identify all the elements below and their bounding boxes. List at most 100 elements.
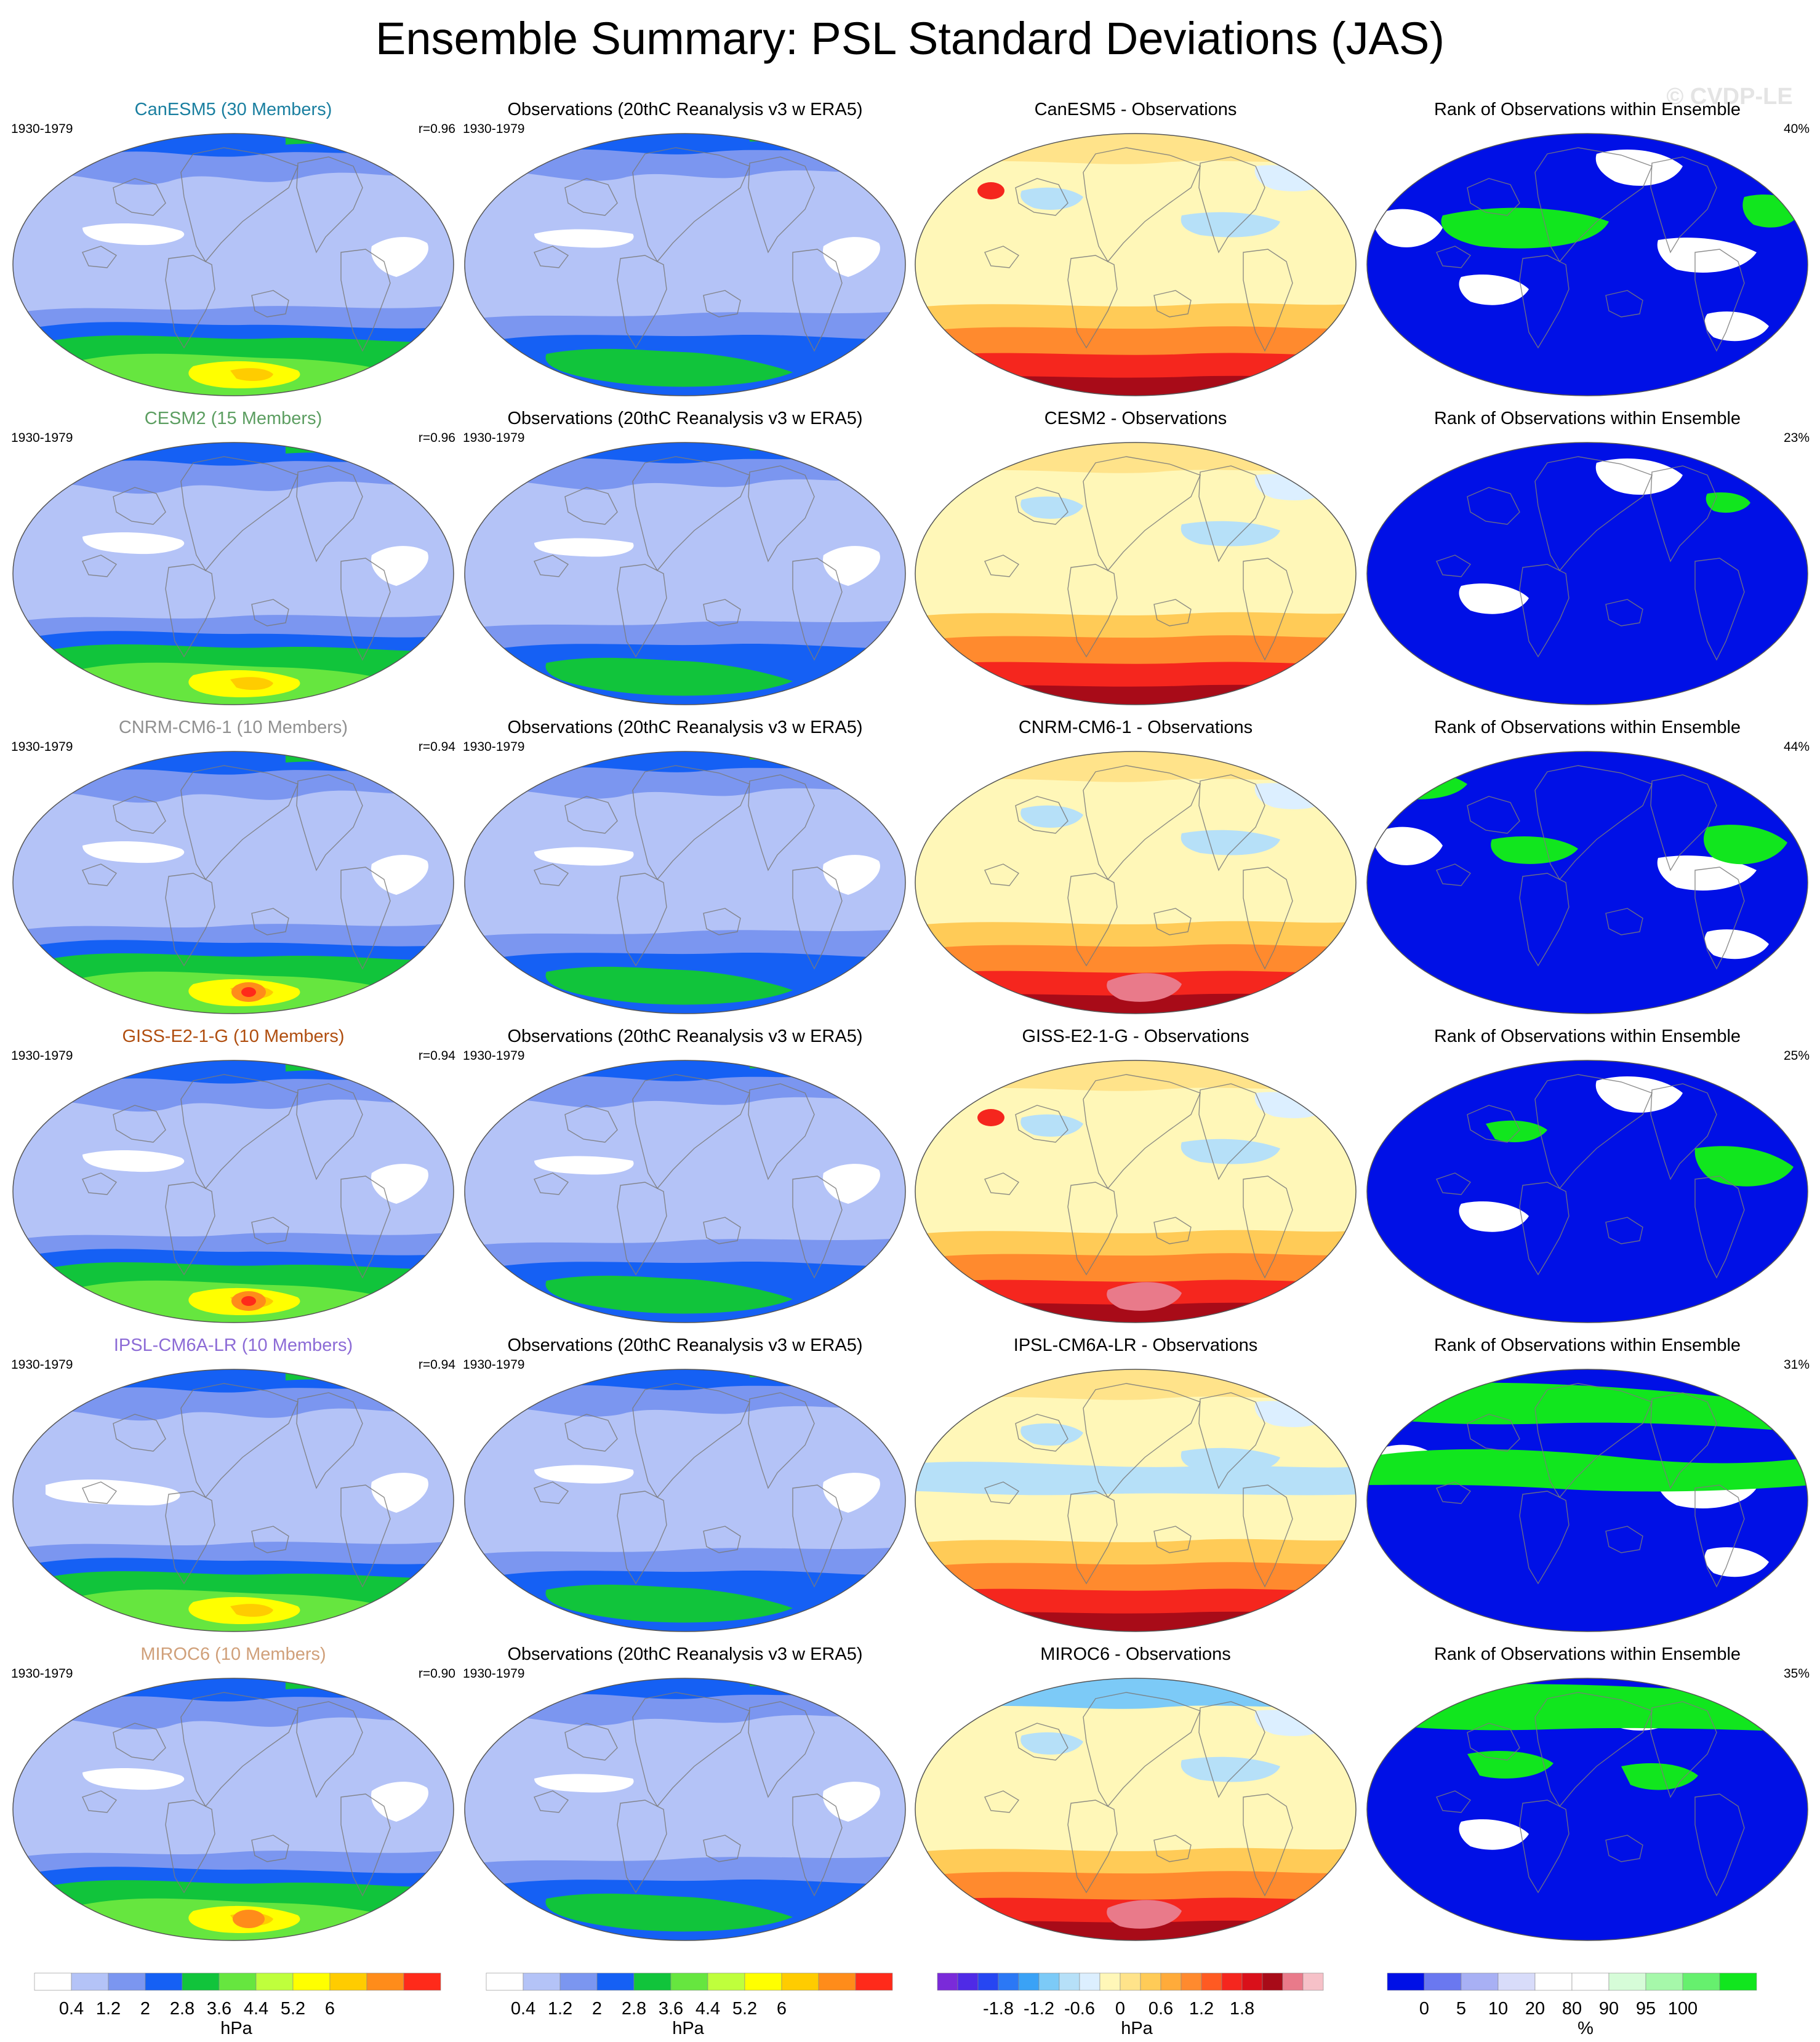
obs-panel: Observations (20thC Reanalysis v3 w ERA5… (460, 407, 910, 715)
colorbar-swatch (292, 1972, 331, 1991)
obs-period: 1930-1979 (463, 1049, 525, 1063)
model-std-map (12, 1678, 454, 1941)
colorbar-swatch (1282, 1972, 1304, 1991)
model-std-map (12, 1060, 454, 1323)
colorbar-swatch (1079, 1972, 1100, 1991)
rank-map (1366, 442, 1808, 705)
colorbar-tick-label: 3.6 (206, 1999, 232, 2019)
std-colorbar-swatches (34, 1972, 441, 1991)
colorbar-swatch (1160, 1972, 1182, 1991)
model-panel: MIROC6 (10 Members) 1930-1979 r=0.90 (9, 1643, 458, 1951)
std-colorbar: 0.4 1.2 2 2.8 3.6 4.4 5.2 6 hPa (30, 1968, 460, 2042)
rank-title: Rank of Observations within Ensemble (1433, 1335, 1741, 1355)
diff-panel: CESM2 - Observations (911, 407, 1360, 715)
obs-panel: Observations (20thC Reanalysis v3 w ERA5… (460, 1334, 910, 1642)
rank-panel: Rank of Observations within Ensemble 35% (1363, 1643, 1812, 1951)
colorbar-swatch (977, 1972, 999, 1991)
colorbar-swatch (855, 1972, 893, 1991)
obs-panel: Observations (20thC Reanalysis v3 w ERA5… (460, 716, 910, 1024)
colorbar-tick-label: 1.8 (1229, 1999, 1255, 2019)
model-title: CESM2 (15 Members) (144, 409, 323, 428)
colorbar-swatch (329, 1972, 367, 1991)
colorbar-swatch (1262, 1972, 1283, 1991)
diff-title: CESM2 - Observations (1044, 409, 1227, 428)
colorbar-swatch (182, 1972, 220, 1991)
model-period: 1930-1979 (11, 431, 73, 445)
rank-map (1366, 1369, 1808, 1632)
rank-panel: Rank of Observations within Ensemble 23% (1363, 407, 1812, 715)
colorbar-swatch (818, 1972, 856, 1991)
diff-title: CanESM5 - Observations (1034, 100, 1237, 119)
rank-panel: Rank of Observations within Ensemble 40% (1363, 98, 1812, 406)
colorbar-swatch (1241, 1972, 1263, 1991)
model-title: GISS-E2-1-G (10 Members) (122, 1027, 345, 1046)
colorbar-swatch (71, 1972, 109, 1991)
rank-percent: 40% (1783, 122, 1810, 136)
obs-std-map (464, 442, 906, 705)
obs-period: 1930-1979 (463, 431, 525, 445)
colorbar-swatch (1461, 1972, 1499, 1991)
obs-std-map (464, 1678, 906, 1941)
diff-colorbar-swatches (937, 1972, 1324, 1991)
difference-map (915, 751, 1357, 1014)
colorbar-swatch (596, 1972, 635, 1991)
colorbar-swatch (145, 1972, 183, 1991)
colorbar-swatch (1302, 1972, 1324, 1991)
rank-title: Rank of Observations within Ensemble (1433, 409, 1741, 428)
colorbar-swatch (670, 1972, 708, 1991)
colorbar-tick-label: -1.8 (983, 1999, 1014, 2019)
rank-title: Rank of Observations within Ensemble (1433, 100, 1741, 119)
model-panel: CNRM-CM6-1 (10 Members) 1930-1979 r=0.94 (9, 716, 458, 1024)
obs-period: 1930-1979 (463, 122, 525, 136)
colorbar-swatch (1645, 1972, 1683, 1991)
obs-title: Observations (20thC Reanalysis v3 w ERA5… (507, 1335, 863, 1355)
colorbar-tick-label: 80 (1561, 1999, 1582, 2019)
obs-panel: Observations (20thC Reanalysis v3 w ERA5… (460, 98, 910, 406)
page-title: Ensemble Summary: PSL Standard Deviation… (375, 13, 1445, 64)
colorbar-swatch (218, 1972, 257, 1991)
colorbar-swatch (108, 1972, 146, 1991)
colorbar-tick-label: 0.4 (510, 1999, 536, 2019)
colorbar-tick-label: 0 (1115, 1999, 1126, 2019)
model-pattern-correlation: r=0.90 (418, 1667, 455, 1681)
rank-colorbar: 0 5 10 20 80 90 95 100 % (1382, 1968, 1813, 2042)
model-title: CNRM-CM6-1 (10 Members) (118, 718, 348, 737)
rank-title: Rank of Observations within Ensemble (1433, 1644, 1741, 1664)
diff-title: IPSL-CM6A-LR - Observations (1013, 1335, 1258, 1355)
obs-std-map (464, 133, 906, 396)
difference-map (915, 1678, 1357, 1941)
rank-panel: Rank of Observations within Ensemble 31% (1363, 1334, 1812, 1642)
colorbar-swatch (1682, 1972, 1720, 1991)
model-panel: CanESM5 (30 Members) 1930-1979 r=0.96 (9, 98, 458, 406)
model-pattern-correlation: r=0.94 (418, 1358, 455, 1372)
colorbar-tick-label: 1.2 (95, 1999, 121, 2019)
colorbar-tick-label: 0.6 (1148, 1999, 1174, 2019)
model-pattern-correlation: r=0.96 (418, 122, 455, 136)
colorbar-swatch (559, 1972, 598, 1991)
colorbar-tick-label: 20 (1525, 1999, 1545, 2019)
model-std-map (12, 751, 454, 1014)
rank-percent: 25% (1783, 1049, 1810, 1063)
rank-percent: 35% (1783, 1667, 1810, 1681)
rank-panel: Rank of Observations within Ensemble 44% (1363, 716, 1812, 1024)
model-period: 1930-1979 (11, 1667, 73, 1681)
model-period: 1930-1979 (11, 1049, 73, 1063)
obs-period: 1930-1979 (463, 740, 525, 754)
colorbar-tick-label: 2 (140, 1999, 151, 2019)
colorbar-swatch (1387, 1972, 1425, 1991)
difference-map (915, 442, 1357, 705)
colorbar-swatch (1497, 1972, 1536, 1991)
rank-colorbar-swatches (1387, 1972, 1757, 1991)
colorbar-swatch (1181, 1972, 1202, 1991)
colorbar-tick-label: 5.2 (732, 1999, 758, 2019)
rank-percent: 31% (1783, 1358, 1810, 1372)
diff-panel: GISS-E2-1-G - Observations (911, 1025, 1360, 1333)
obs-period: 1930-1979 (463, 1667, 525, 1681)
model-period: 1930-1979 (11, 740, 73, 754)
watermark: © CVDP-LE (1666, 84, 1793, 110)
colorbar-swatch (1120, 1972, 1141, 1991)
colorbar-swatch (1059, 1972, 1080, 1991)
colorbar-tick-label: 6 (324, 1999, 335, 2019)
model-period: 1930-1979 (11, 1358, 73, 1372)
model-period: 1930-1979 (11, 122, 73, 136)
